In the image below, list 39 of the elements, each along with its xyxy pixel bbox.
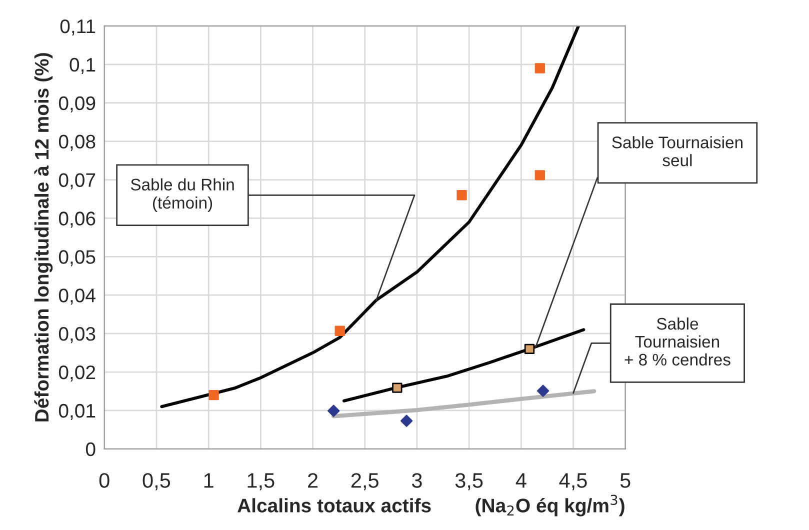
y-tick-label: 0,08 xyxy=(58,134,96,151)
point xyxy=(400,414,413,427)
y-tick-label: 0,06 xyxy=(58,212,96,228)
x-tick-label: 2 xyxy=(308,473,318,488)
point xyxy=(524,344,535,354)
point xyxy=(334,326,345,336)
x-tick-label: 4 xyxy=(516,473,526,488)
y-tick-label: 0,05 xyxy=(58,250,96,266)
y-tick-label: 0,03 xyxy=(58,327,96,344)
point xyxy=(534,170,545,180)
y-tick-label: 0,04 xyxy=(58,288,96,305)
point xyxy=(534,63,545,74)
line-series xyxy=(342,328,586,402)
point xyxy=(456,190,467,200)
annotation: Sable du Rhin (témoin) xyxy=(130,178,234,212)
y-tick-label: 0,1 xyxy=(70,58,96,74)
x-tick-label: 1 xyxy=(204,473,214,488)
x-tick-label: 3 xyxy=(412,473,422,488)
x-tick-label: 3,5 xyxy=(455,473,483,490)
y-tick-label: 0,01 xyxy=(58,404,96,420)
x-tick-label: 5 xyxy=(620,473,630,488)
x-tick-label: 2,5 xyxy=(351,473,378,490)
x-axis-title: Alcalins totaux actifs (Na$_{2}$O éq kg/m$^{3}$) xyxy=(238,494,624,516)
y-tick-label: 0,07 xyxy=(58,173,96,190)
x-tick-label: 4,5 xyxy=(559,473,587,490)
y-tick-label: 0,02 xyxy=(58,365,96,382)
y-tick-label: 0 xyxy=(86,442,96,456)
y-axis-title: Déformation longitudinale à 12 mois (%) xyxy=(34,53,53,422)
x-tick-label: 1,5 xyxy=(248,473,274,490)
point xyxy=(392,382,402,393)
y-tick-label: 0,09 xyxy=(58,96,96,112)
annotation: Sable Tournaisien seul xyxy=(612,136,742,166)
annotation: Sable Tournaisien + 8 % cendres xyxy=(624,317,730,366)
point xyxy=(328,404,340,417)
x-tick-label: 0,5 xyxy=(142,473,170,490)
y-tick-label: 0,11 xyxy=(60,19,96,36)
point xyxy=(208,390,219,400)
x-tick-label: 0 xyxy=(99,473,110,488)
point xyxy=(536,384,550,397)
